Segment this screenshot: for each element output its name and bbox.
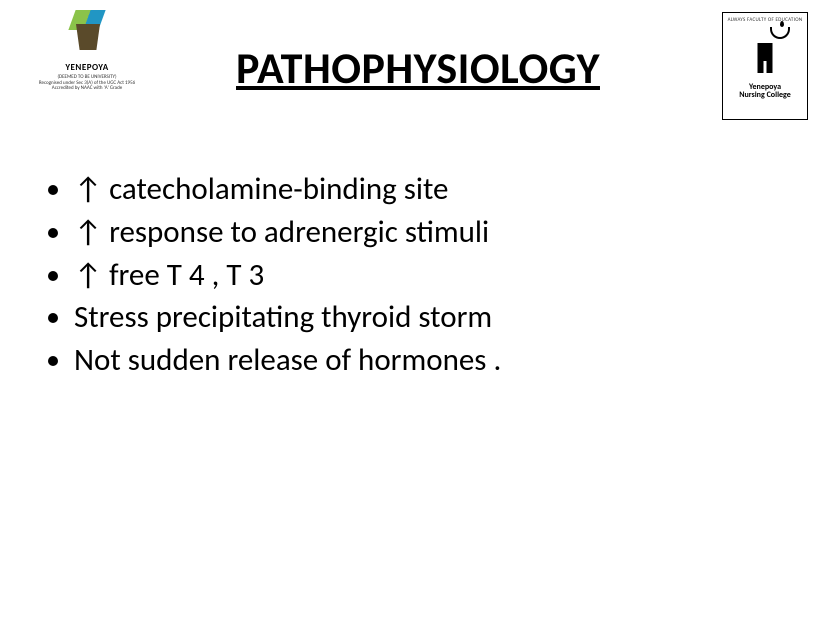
bullet-list: ↑ catecholamine-binding site ↑ response … bbox=[48, 170, 716, 384]
logo-right-arc: ALWAYS FACULTY OF EDUCATION bbox=[725, 17, 805, 23]
list-item: Stress precipitating thyroid storm bbox=[74, 298, 716, 337]
list-item: ↑ response to adrenergic stimuli bbox=[74, 213, 716, 252]
slide: YENEPOYA (DEEMED TO BE UNIVERSITY) Recog… bbox=[0, 0, 836, 621]
list-item: ↑ catecholamine-binding site bbox=[74, 170, 716, 209]
slide-title: PATHOPHYSIOLOGY bbox=[0, 41, 836, 95]
list-item: ↑ free T 4 , T 3 bbox=[74, 256, 716, 295]
list-item: Not sudden release of hormones . bbox=[74, 341, 716, 380]
